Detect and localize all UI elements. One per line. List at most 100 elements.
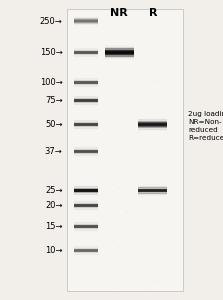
Bar — [74, 101, 98, 103]
Text: 10→: 10→ — [45, 246, 62, 255]
Bar — [138, 121, 167, 124]
Bar — [74, 201, 98, 203]
Text: 100→: 100→ — [40, 78, 62, 87]
Bar — [74, 17, 98, 19]
Bar — [74, 127, 98, 129]
Bar — [74, 19, 98, 22]
Bar — [138, 189, 167, 191]
Bar — [74, 154, 98, 156]
Bar — [74, 222, 98, 224]
Text: 15→: 15→ — [45, 222, 62, 231]
Bar — [74, 85, 98, 87]
Bar — [74, 148, 98, 151]
Bar — [74, 47, 98, 49]
Bar — [74, 253, 98, 255]
Bar — [105, 47, 134, 50]
Text: R: R — [149, 8, 157, 17]
Bar — [138, 118, 167, 120]
Bar — [74, 56, 98, 58]
Bar — [74, 227, 98, 230]
Bar — [74, 123, 98, 126]
Text: NR: NR — [110, 8, 128, 17]
Bar — [74, 250, 98, 252]
Bar — [74, 189, 98, 192]
Bar — [74, 150, 98, 152]
Bar — [74, 18, 98, 20]
Bar — [74, 191, 98, 194]
Bar — [138, 191, 167, 194]
Bar — [74, 249, 98, 252]
Bar — [74, 254, 98, 256]
Bar — [74, 48, 98, 50]
Bar — [74, 119, 98, 121]
Bar — [74, 206, 98, 208]
Bar — [74, 230, 98, 232]
Bar — [74, 99, 98, 102]
Bar — [74, 249, 98, 251]
Bar — [74, 208, 98, 210]
Bar — [74, 51, 98, 53]
Bar — [74, 103, 98, 105]
Bar — [74, 128, 98, 130]
Bar — [74, 155, 98, 157]
Bar — [74, 125, 98, 128]
Bar — [74, 188, 98, 190]
Bar — [138, 127, 167, 130]
Bar — [74, 55, 98, 57]
Bar — [138, 189, 167, 192]
Bar — [74, 226, 98, 228]
Bar — [74, 186, 98, 188]
Text: 50→: 50→ — [45, 120, 62, 129]
Bar — [74, 81, 98, 84]
Bar — [74, 248, 98, 250]
Bar — [74, 16, 98, 18]
Text: 250→: 250→ — [40, 16, 62, 26]
Bar — [74, 229, 98, 231]
Bar — [74, 185, 98, 187]
Bar — [138, 124, 167, 127]
Bar — [74, 224, 98, 226]
Bar — [74, 205, 98, 207]
Bar — [74, 146, 98, 148]
Bar — [74, 246, 98, 248]
Bar — [138, 187, 167, 190]
Bar — [74, 80, 98, 82]
Bar — [138, 119, 167, 122]
Bar — [67, 9, 183, 291]
Bar — [138, 190, 167, 192]
Bar — [105, 50, 134, 53]
Bar — [74, 82, 98, 84]
Text: 2ug loading
NR=Non-
reduced
R=reduced: 2ug loading NR=Non- reduced R=reduced — [188, 111, 223, 141]
Bar — [74, 190, 98, 192]
Bar — [74, 152, 98, 154]
Bar — [74, 52, 98, 54]
Bar — [74, 20, 98, 23]
Bar — [74, 81, 98, 83]
Bar — [74, 122, 98, 124]
Bar — [138, 186, 167, 188]
Text: 20→: 20→ — [45, 201, 62, 210]
Text: 150→: 150→ — [40, 48, 62, 57]
Bar — [138, 128, 167, 131]
Bar — [74, 225, 98, 228]
Bar — [138, 125, 167, 128]
Bar — [74, 51, 98, 54]
Bar — [74, 189, 98, 191]
Bar — [74, 50, 98, 52]
Bar — [74, 100, 98, 102]
Bar — [74, 20, 98, 22]
Bar — [74, 150, 98, 153]
Bar — [105, 51, 134, 54]
Bar — [74, 77, 98, 79]
Bar — [74, 251, 98, 253]
Bar — [105, 55, 134, 58]
Bar — [74, 120, 98, 122]
Bar — [105, 49, 134, 51]
Bar — [74, 95, 98, 97]
Bar — [138, 123, 167, 126]
Bar — [74, 204, 98, 206]
Bar — [138, 122, 167, 125]
Bar — [74, 151, 98, 153]
Bar — [138, 194, 167, 196]
Text: 75→: 75→ — [45, 96, 62, 105]
